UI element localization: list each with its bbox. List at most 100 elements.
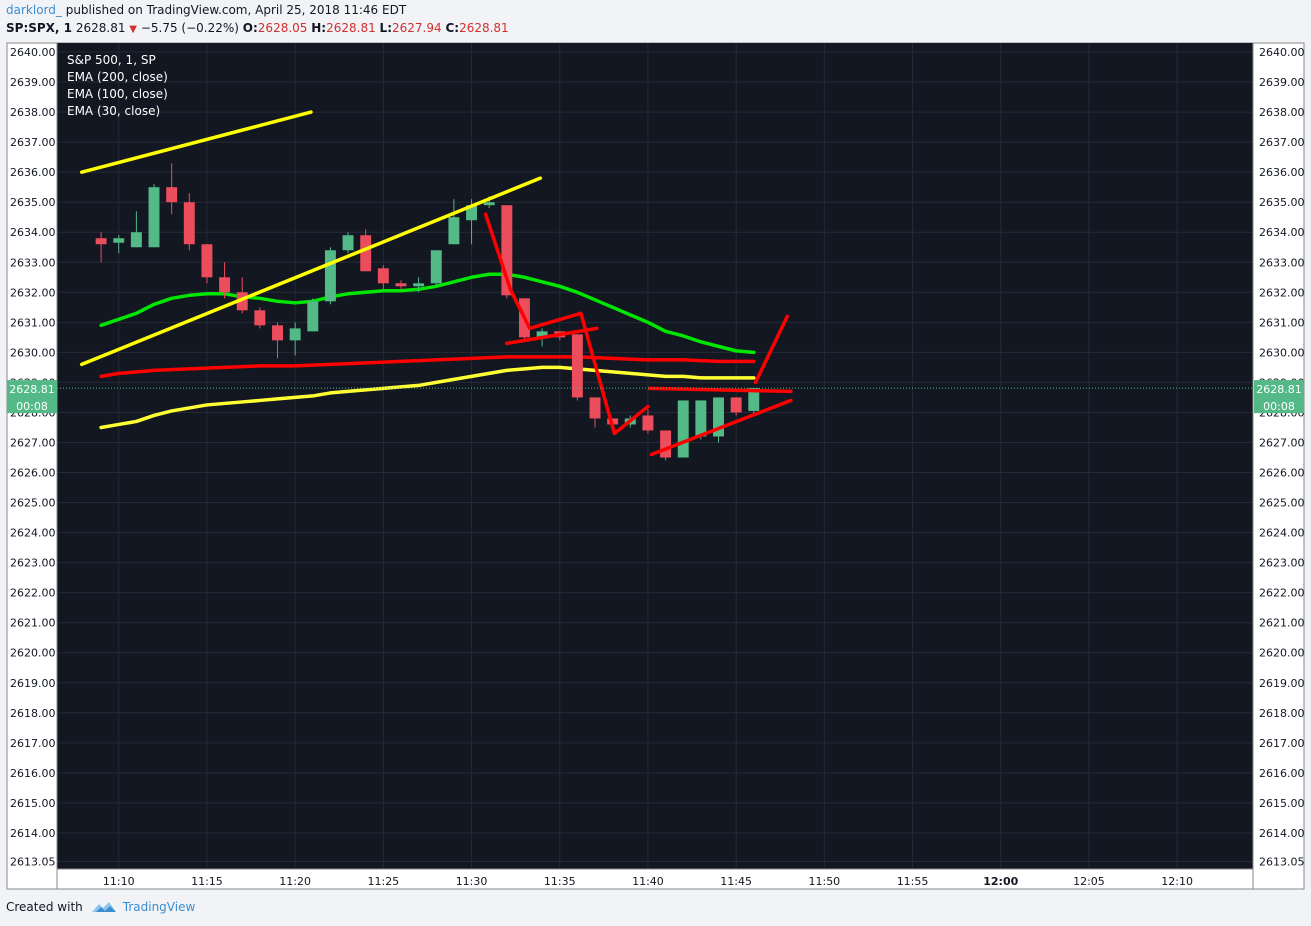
candle-body — [642, 415, 654, 431]
x-tick-label: 11:50 — [808, 875, 840, 888]
close-label: C: — [445, 21, 460, 35]
low-label: L: — [379, 21, 392, 35]
change-value: −5.75 (−0.22%) — [140, 21, 239, 35]
plot-area — [79, 110, 793, 461]
y-tick-label-right: 2637.00 — [1259, 136, 1305, 149]
y-tick-label-left: 2624.00 — [10, 527, 56, 540]
down-arrow-icon: ▼ — [129, 24, 137, 35]
candle-body — [183, 202, 195, 245]
created-with-text: Created with — [6, 900, 83, 914]
candle-body — [677, 400, 689, 458]
x-tick-label: 11:15 — [191, 875, 223, 888]
price-badge-value-right: 2628.81 — [1256, 383, 1302, 396]
y-tick-label-left: 2623.00 — [10, 557, 56, 570]
plot-background — [57, 43, 1253, 869]
y-tick-label-left: 2613.05 — [10, 855, 56, 868]
candle-body — [430, 250, 442, 284]
y-tick-label-left: 2621.00 — [10, 617, 56, 630]
y-tick-label-left: 2622.00 — [10, 587, 56, 600]
y-tick-label-right: 2632.00 — [1259, 286, 1305, 299]
y-tick-label-right: 2630.00 — [1259, 346, 1305, 359]
candle-body — [113, 238, 125, 243]
y-tick-label-right: 2636.00 — [1259, 166, 1305, 179]
candle-body — [501, 205, 513, 296]
y-tick-label-left: 2626.00 — [10, 467, 56, 480]
legend-item: EMA (100, close) — [67, 87, 168, 101]
open-value: 2628.05 — [257, 21, 308, 35]
x-tick-label: 11:10 — [103, 875, 135, 888]
y-tick-label-right: 2639.00 — [1259, 76, 1305, 89]
candle-body — [324, 250, 336, 302]
legend-item: EMA (200, close) — [67, 70, 168, 84]
y-tick-label-left: 2640.00 — [10, 46, 56, 59]
candle-body — [571, 334, 583, 398]
y-tick-label-right: 2626.00 — [1259, 467, 1305, 480]
y-tick-label-right: 2631.00 — [1259, 316, 1305, 329]
candle-body — [395, 283, 407, 287]
y-tick-label-left: 2620.00 — [10, 647, 56, 660]
candle-body — [377, 268, 389, 284]
y-tick-label-right: 2614.00 — [1259, 827, 1305, 840]
price-badge-right — [1254, 380, 1304, 414]
y-tick-label-left: 2627.00 — [10, 436, 56, 449]
published-text: published on TradingView.com, April 25, … — [65, 3, 407, 17]
candle-body — [236, 292, 248, 311]
trendline-yellow — [79, 176, 543, 367]
x-tick-label: 11:45 — [720, 875, 752, 888]
symbol-label: SP:SPX, 1 — [6, 21, 73, 35]
y-tick-label-left: 2638.00 — [10, 106, 56, 119]
y-tick-label-right: 2640.00 — [1259, 46, 1305, 59]
close-value: 2628.81 — [459, 21, 509, 35]
y-tick-label-right: 2622.00 — [1259, 587, 1305, 600]
candle-body — [660, 430, 672, 458]
last-price: 2628.81 — [75, 21, 126, 35]
y-tick-label-right: 2619.00 — [1259, 677, 1305, 690]
candle-body — [342, 235, 354, 251]
y-tick-label-right: 2615.00 — [1259, 797, 1305, 810]
candle-body — [748, 388, 760, 411]
y-tick-label-left: 2614.00 — [10, 827, 56, 840]
candle-body — [254, 310, 266, 326]
y-tick-label-left: 2625.00 — [10, 497, 56, 510]
price-badge-countdown-right: 00:08 — [1263, 400, 1295, 413]
y-tick-label-left: 2619.00 — [10, 677, 56, 690]
y-tick-label-left: 2618.00 — [10, 707, 56, 720]
price-badge-countdown-left: 00:08 — [16, 400, 48, 413]
y-tick-label-right: 2638.00 — [1259, 106, 1305, 119]
x-tick-label: 11:20 — [279, 875, 311, 888]
trendline-red — [505, 326, 599, 346]
candle-body — [413, 283, 425, 287]
candle-body — [95, 238, 107, 245]
candle-body — [219, 277, 231, 293]
candle-body — [536, 331, 548, 338]
candle-body — [360, 235, 372, 272]
candle-body — [448, 217, 460, 245]
candle-body — [289, 328, 301, 341]
x-tick-label: 11:55 — [897, 875, 929, 888]
candle-body — [130, 232, 142, 248]
y-tick-label-left: 2615.00 — [10, 797, 56, 810]
y-tick-label-left: 2639.00 — [10, 76, 56, 89]
legend-title: S&P 500, 1, SP — [67, 53, 156, 67]
low-value: 2627.94 — [392, 21, 442, 35]
y-tick-label-left: 2635.00 — [10, 196, 56, 209]
tradingview-logo-icon — [91, 902, 116, 912]
high-label: H: — [311, 21, 327, 35]
trendline-yellow — [79, 110, 313, 174]
y-tick-label-right: 2633.00 — [1259, 256, 1305, 269]
ema-200-line — [99, 355, 756, 379]
y-tick-label-right: 2621.00 — [1259, 617, 1305, 630]
y-tick-label-right: 2625.00 — [1259, 497, 1305, 510]
y-tick-label-left: 2632.00 — [10, 286, 56, 299]
y-tick-label-right: 2616.00 — [1259, 767, 1305, 780]
candle-body — [483, 202, 495, 206]
x-tick-label: 12:05 — [1073, 875, 1105, 888]
y-tick-label-right: 2634.00 — [1259, 226, 1305, 239]
x-tick-label: 12:10 — [1161, 875, 1193, 888]
price-badge-left — [7, 380, 57, 414]
x-tick-label: 11:40 — [632, 875, 664, 888]
x-tick-label: 11:25 — [367, 875, 399, 888]
tradingview-link[interactable]: TradingView — [122, 900, 196, 914]
author-link[interactable]: darklord_ — [6, 3, 62, 17]
